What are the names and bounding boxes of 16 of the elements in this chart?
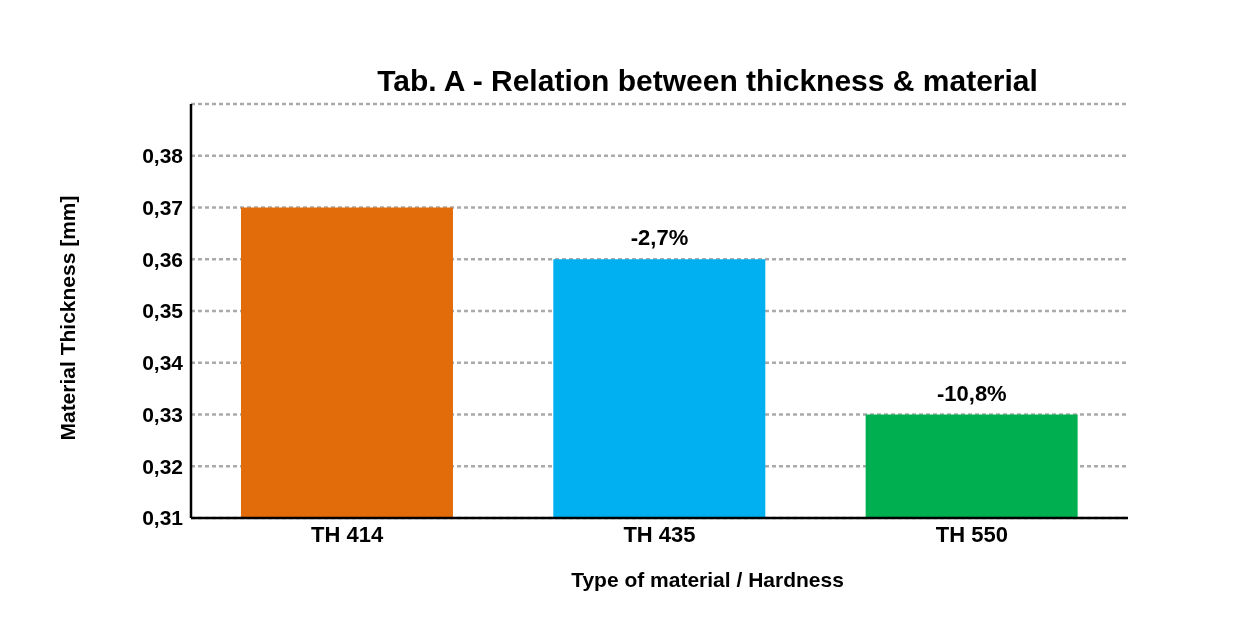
x-tick-label: TH 435 bbox=[623, 521, 696, 547]
annotation: -10,8% bbox=[936, 380, 1007, 406]
x-tick-label: TH 550 bbox=[935, 521, 1008, 547]
y-axis-title: Material Thickness [mm] bbox=[56, 195, 80, 441]
annotation: -2,7% bbox=[630, 225, 689, 251]
x-tick-label: TH 414 bbox=[311, 521, 384, 547]
y-tick-label: 0,34 bbox=[142, 351, 184, 375]
x-axis-title: Type of material / Hardness bbox=[570, 568, 845, 592]
y-tick-label: 0,36 bbox=[142, 247, 183, 271]
y-tick-label: 0,37 bbox=[142, 195, 183, 219]
y-tick-label: 0,31 bbox=[142, 506, 184, 530]
y-tick-label: 0,38 bbox=[142, 144, 184, 168]
y-tick-label: 0,35 bbox=[142, 299, 184, 323]
y-tick-label: 0,32 bbox=[142, 454, 183, 478]
chart-title: Tab. A - Relation between thickness & material bbox=[376, 64, 1039, 98]
y-tick-label: 0,33 bbox=[142, 402, 183, 426]
